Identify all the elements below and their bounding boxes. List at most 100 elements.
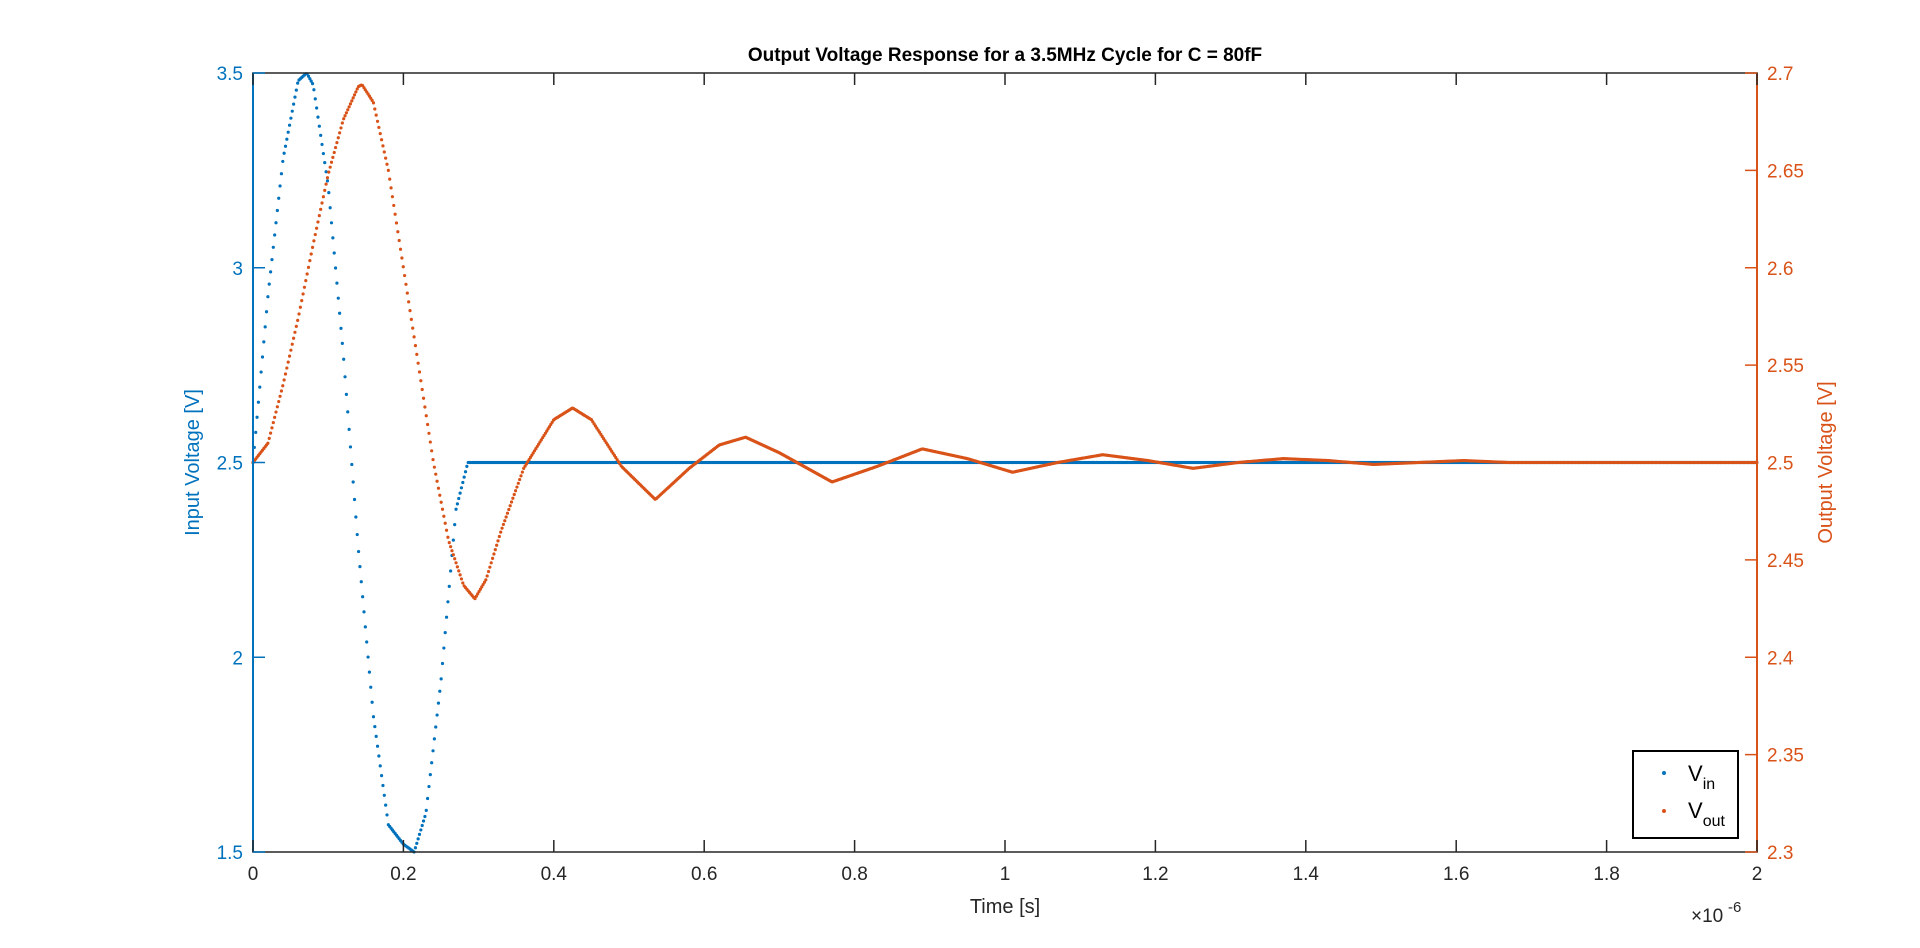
vout-point <box>438 493 442 497</box>
vin-point <box>332 251 336 255</box>
vout-point <box>305 272 309 276</box>
vout-point <box>370 98 374 102</box>
vout-point <box>351 96 355 100</box>
vin-point <box>361 595 365 599</box>
vout-point <box>423 405 427 409</box>
x-tick-label: 1.6 <box>1443 864 1469 885</box>
legend-vout-subscript: out <box>1703 813 1726 830</box>
vout-point <box>390 195 395 199</box>
vin-point <box>285 137 289 141</box>
vout-point <box>520 470 524 474</box>
vout-point <box>497 534 501 539</box>
vin-point <box>439 677 443 681</box>
vin-point <box>287 123 292 127</box>
vout-point <box>474 594 478 598</box>
vout-point <box>271 420 275 425</box>
vout-point <box>412 335 416 339</box>
vin-point <box>269 270 273 274</box>
vout-point <box>394 221 399 225</box>
vin-point <box>328 206 332 210</box>
vout-point <box>389 186 393 190</box>
vout-point <box>289 348 293 352</box>
vout-point <box>320 201 324 205</box>
vout-point <box>516 481 520 485</box>
vout-point <box>339 126 343 130</box>
right-y-tick-label: 2.65 <box>1767 161 1804 182</box>
vout-point <box>347 105 351 109</box>
vout-point <box>315 226 319 230</box>
vout-point <box>473 596 477 601</box>
vout-point <box>443 521 447 525</box>
vout-point <box>270 426 274 430</box>
vin-point <box>424 808 428 813</box>
vin-point <box>310 82 315 86</box>
right-y-tick-label: 2.4 <box>1767 648 1794 669</box>
vin-point <box>277 196 281 200</box>
vout-point <box>392 203 396 208</box>
vin-point <box>431 749 435 753</box>
x-axis-exponent-base: ×10 <box>1691 906 1723 927</box>
vin-point <box>384 803 388 807</box>
vin-point <box>382 793 386 797</box>
vout-point <box>333 145 338 150</box>
vout-point <box>388 177 392 181</box>
vout-point <box>416 361 420 365</box>
vout-point <box>459 577 464 581</box>
left-y-tick-label: 1.5 <box>217 843 243 864</box>
vin-point <box>351 480 355 484</box>
vout-point <box>297 312 301 316</box>
vin-point <box>267 282 271 286</box>
vout-point <box>501 522 506 527</box>
vin-point <box>366 655 370 659</box>
vin-point <box>344 392 348 396</box>
vout-point <box>331 155 335 159</box>
vout-point <box>310 245 315 249</box>
vout-point <box>354 90 358 94</box>
legend-vout-marker <box>1662 809 1666 813</box>
vout-point <box>504 515 508 519</box>
vin-point <box>434 725 438 729</box>
vout-point <box>308 259 312 263</box>
vin-point <box>296 81 300 85</box>
vout-point <box>457 569 461 573</box>
vin-point <box>446 600 450 604</box>
vout-point <box>432 465 436 469</box>
left-y-tick-label: 3 <box>232 259 243 280</box>
vin-point <box>270 257 274 262</box>
vout-point <box>324 182 328 186</box>
vout-point <box>282 378 286 382</box>
vin-point <box>266 295 270 299</box>
vout-point <box>301 292 305 296</box>
vin-point <box>443 631 447 635</box>
vout-point <box>449 545 453 549</box>
vin-point <box>260 355 265 359</box>
vout-point <box>266 441 270 445</box>
vin-point <box>457 496 461 501</box>
left-y-tick-label: 2.5 <box>217 454 243 475</box>
vin-point <box>294 88 298 92</box>
vout-point <box>511 496 515 500</box>
vin-point <box>316 115 320 119</box>
vout-point <box>440 507 445 511</box>
x-axis-exponent-power: -6 <box>1728 899 1741 916</box>
vin-point <box>264 310 269 314</box>
vin-point <box>286 130 290 134</box>
vin-point <box>323 161 327 165</box>
vout-point <box>488 565 492 569</box>
vin-point <box>273 233 277 237</box>
vout-point <box>404 282 408 286</box>
vin-point <box>333 266 338 270</box>
vin-point <box>455 502 459 506</box>
vout-point <box>398 247 403 251</box>
vin-point <box>459 486 464 490</box>
legend-vout-name: V <box>1688 798 1703 823</box>
vout-point <box>500 526 504 530</box>
vout-point <box>316 220 320 224</box>
x-axis-label: Time [s] <box>970 896 1040 918</box>
vout-point <box>336 136 340 140</box>
vout-point <box>319 207 323 211</box>
vout-point <box>277 399 281 404</box>
vout-point <box>321 195 325 199</box>
vout-point <box>332 150 336 155</box>
